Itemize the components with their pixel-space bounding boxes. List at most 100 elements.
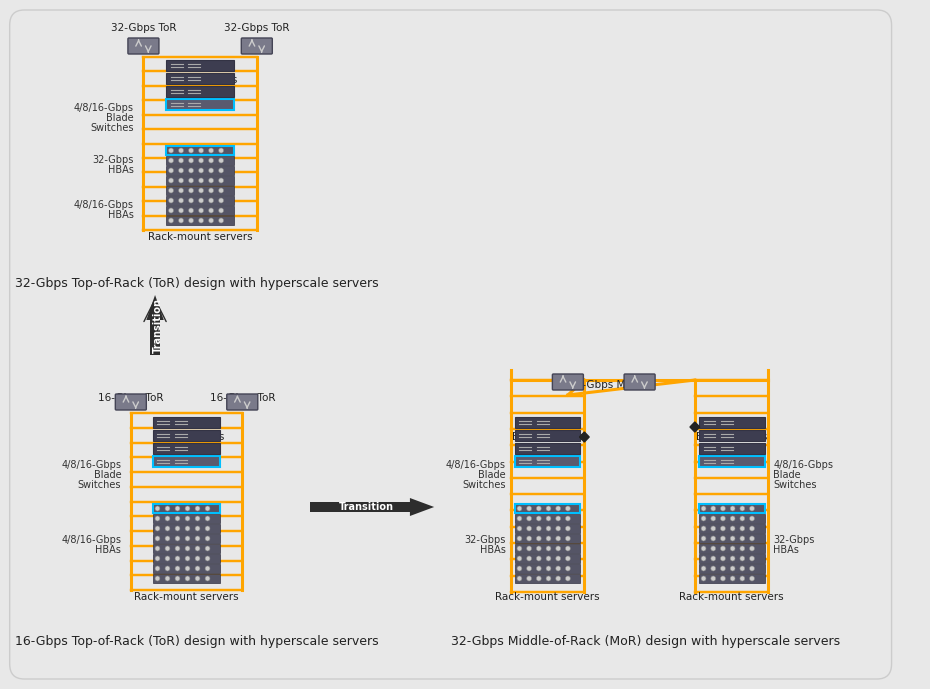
Circle shape <box>206 576 210 581</box>
Circle shape <box>199 168 204 173</box>
Circle shape <box>711 556 716 561</box>
Circle shape <box>195 556 200 561</box>
Bar <box>514 574 580 583</box>
Circle shape <box>546 526 551 531</box>
Circle shape <box>189 158 193 163</box>
Text: HBAs: HBAs <box>95 545 121 555</box>
Circle shape <box>208 178 214 183</box>
Circle shape <box>199 198 204 203</box>
Circle shape <box>168 218 174 223</box>
Circle shape <box>175 546 179 551</box>
Circle shape <box>537 516 541 521</box>
Text: 32-Gbps MoR: 32-Gbps MoR <box>569 380 639 390</box>
Circle shape <box>565 516 570 521</box>
Circle shape <box>565 556 570 561</box>
Circle shape <box>517 556 522 561</box>
Bar <box>698 443 764 454</box>
Circle shape <box>730 546 735 551</box>
Circle shape <box>546 506 551 511</box>
Text: 16-Gbps ToR: 16-Gbps ToR <box>98 393 164 403</box>
Circle shape <box>219 178 223 183</box>
Bar <box>698 554 764 563</box>
Circle shape <box>711 546 716 551</box>
Circle shape <box>711 516 716 521</box>
Circle shape <box>546 546 551 551</box>
Text: Switches: Switches <box>77 480 121 490</box>
Circle shape <box>750 546 754 551</box>
Circle shape <box>526 566 532 571</box>
Circle shape <box>526 576 532 581</box>
Circle shape <box>730 516 735 521</box>
Circle shape <box>165 526 170 531</box>
Circle shape <box>701 526 706 531</box>
Circle shape <box>208 158 214 163</box>
Circle shape <box>175 566 179 571</box>
Circle shape <box>730 536 735 541</box>
Bar <box>166 156 234 165</box>
Text: 32-Gbps: 32-Gbps <box>92 155 134 165</box>
Circle shape <box>721 516 725 521</box>
Circle shape <box>219 158 223 163</box>
Circle shape <box>740 556 745 561</box>
Text: Blade servers: Blade servers <box>512 432 583 442</box>
Circle shape <box>730 566 735 571</box>
Circle shape <box>730 576 735 581</box>
Bar <box>151 320 160 355</box>
Circle shape <box>165 516 170 521</box>
Bar <box>514 524 580 533</box>
Bar <box>166 216 234 225</box>
Circle shape <box>179 178 183 183</box>
Circle shape <box>168 178 174 183</box>
Circle shape <box>740 566 745 571</box>
Circle shape <box>537 506 541 511</box>
Circle shape <box>556 516 561 521</box>
Circle shape <box>517 506 522 511</box>
Circle shape <box>185 566 190 571</box>
Circle shape <box>711 566 716 571</box>
Circle shape <box>556 566 561 571</box>
Circle shape <box>721 546 725 551</box>
Circle shape <box>565 506 570 511</box>
Circle shape <box>517 536 522 541</box>
Bar <box>310 502 410 512</box>
Circle shape <box>208 198 214 203</box>
Circle shape <box>206 546 210 551</box>
Circle shape <box>556 526 561 531</box>
Circle shape <box>165 506 170 511</box>
Circle shape <box>199 178 204 183</box>
Text: 4/8/16-Gbps: 4/8/16-Gbps <box>445 460 506 470</box>
Circle shape <box>701 506 706 511</box>
Circle shape <box>219 208 223 213</box>
Bar <box>166 99 234 110</box>
Circle shape <box>526 516 532 521</box>
Text: Transition: Transition <box>339 502 393 512</box>
Circle shape <box>189 198 193 203</box>
Circle shape <box>185 546 190 551</box>
Text: Blade: Blade <box>106 113 134 123</box>
Bar <box>153 456 220 467</box>
Circle shape <box>165 576 170 581</box>
Circle shape <box>711 526 716 531</box>
Circle shape <box>189 178 193 183</box>
Bar <box>514 544 580 553</box>
Circle shape <box>185 576 190 581</box>
Circle shape <box>206 536 210 541</box>
Circle shape <box>740 546 745 551</box>
Circle shape <box>546 536 551 541</box>
Circle shape <box>740 506 745 511</box>
Text: Blade: Blade <box>478 470 506 480</box>
Text: Blade: Blade <box>774 470 801 480</box>
Circle shape <box>556 506 561 511</box>
Bar <box>153 524 220 533</box>
Circle shape <box>165 536 170 541</box>
Circle shape <box>189 168 193 173</box>
Bar <box>166 196 234 205</box>
Circle shape <box>199 188 204 193</box>
Bar <box>153 417 220 428</box>
Bar <box>166 166 234 175</box>
Text: 4/8/16-Gbps: 4/8/16-Gbps <box>61 460 121 470</box>
Circle shape <box>537 556 541 561</box>
Circle shape <box>175 506 179 511</box>
Bar <box>514 417 580 428</box>
Circle shape <box>740 526 745 531</box>
